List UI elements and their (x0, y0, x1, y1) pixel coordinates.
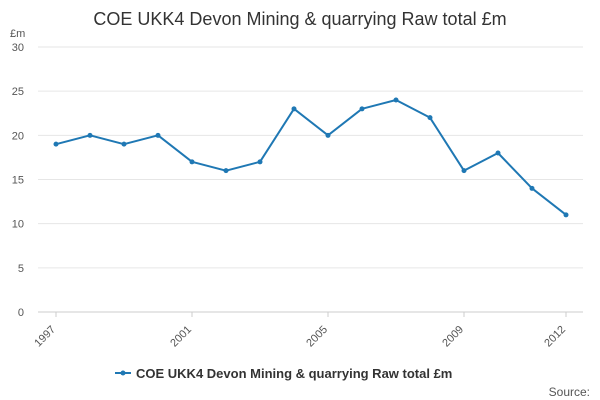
data-point[interactable] (53, 141, 59, 147)
grid-layer (38, 46, 583, 269)
data-point[interactable] (529, 185, 535, 191)
legend-point-marker (120, 370, 126, 376)
data-point[interactable] (427, 115, 433, 121)
y-tick-label: 10 (12, 219, 24, 231)
data-point[interactable] (223, 168, 229, 174)
data-point[interactable] (257, 159, 263, 165)
data-point[interactable] (121, 141, 127, 147)
data-point[interactable] (393, 97, 399, 103)
data-point[interactable] (291, 106, 297, 112)
data-point[interactable] (461, 168, 467, 174)
legend[interactable]: COE UKK4 Devon Mining & quarrying Raw to… (115, 366, 452, 381)
series-layer (53, 97, 569, 218)
y-tick-label: 30 (12, 42, 24, 54)
data-point[interactable] (563, 212, 569, 218)
source-label: Source: (549, 385, 590, 399)
y-tick-label: 0 (18, 307, 24, 319)
data-point[interactable] (155, 132, 161, 138)
y-axis-unit-label: £m (10, 28, 25, 40)
data-point[interactable] (325, 132, 331, 138)
tick-layer: 0 5 10 15 20 25 30 1997 2001 2005 2009 2012 (12, 42, 568, 349)
legend-label: COE UKK4 Devon Mining & quarrying Raw to… (136, 366, 452, 381)
x-tick-label: 2001 (168, 324, 194, 350)
axis-layer (38, 311, 583, 317)
x-tick-label: 1997 (32, 324, 58, 350)
y-tick-label: 25 (12, 86, 24, 98)
x-tick-label: 2009 (440, 324, 466, 350)
x-tick-label: 2005 (304, 324, 330, 350)
data-point[interactable] (495, 150, 501, 156)
chart-title: COE UKK4 Devon Mining & quarrying Raw to… (93, 9, 506, 29)
x-tick-label: 2012 (542, 324, 568, 350)
series-line (55, 99, 567, 216)
data-point[interactable] (87, 132, 93, 138)
y-tick-label: 20 (12, 130, 24, 142)
data-point[interactable] (359, 106, 365, 112)
y-tick-label: 5 (18, 263, 24, 275)
data-point[interactable] (189, 159, 195, 165)
y-tick-label: 15 (12, 175, 24, 187)
